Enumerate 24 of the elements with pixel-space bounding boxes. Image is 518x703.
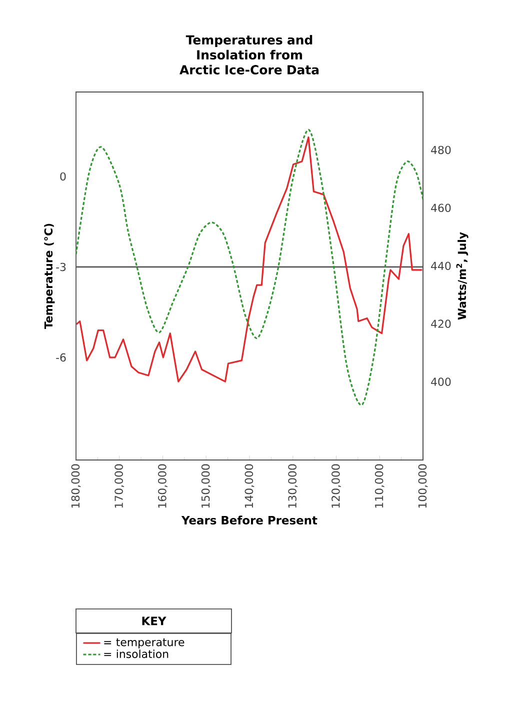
x-tick-label: 160,000: [158, 464, 168, 508]
y-tick-label: -6: [56, 353, 66, 362]
x-axis-title: Years Before Present: [181, 516, 318, 525]
chart-title: Temperatures and Insolation from Arctic Ice-Core Data: [180, 34, 319, 74]
y2-tick-label: 420: [431, 320, 451, 328]
y2-axis-title: Watts/m$^{2}$, July: [456, 232, 468, 320]
x-tick-label: 180,000: [71, 464, 81, 508]
y-tick-label: -3: [56, 262, 66, 272]
x-tick-label: 100,000: [418, 464, 428, 508]
y2-tick-label: 480: [431, 146, 451, 154]
x-tick-label: 170,000: [114, 464, 124, 508]
x-tick-label: 140,000: [244, 464, 254, 508]
y2-tick-label: 400: [431, 378, 451, 386]
x-tick-label: 130,000: [288, 464, 298, 508]
legend-label: = temperature: [104, 638, 184, 648]
y2-tick-label: 460: [431, 204, 451, 212]
y-axis-title: Temperature (°C): [44, 224, 55, 330]
x-tick-label: 120,000: [332, 464, 341, 508]
y-tick-label: 0: [60, 172, 66, 181]
legend-title: KEY: [142, 616, 166, 626]
x-tick-label: 150,000: [201, 464, 211, 508]
legend-label: = insolation: [104, 650, 168, 658]
x-tick-label: 110,000: [374, 464, 384, 508]
y2-tick-label: 440: [431, 262, 451, 270]
